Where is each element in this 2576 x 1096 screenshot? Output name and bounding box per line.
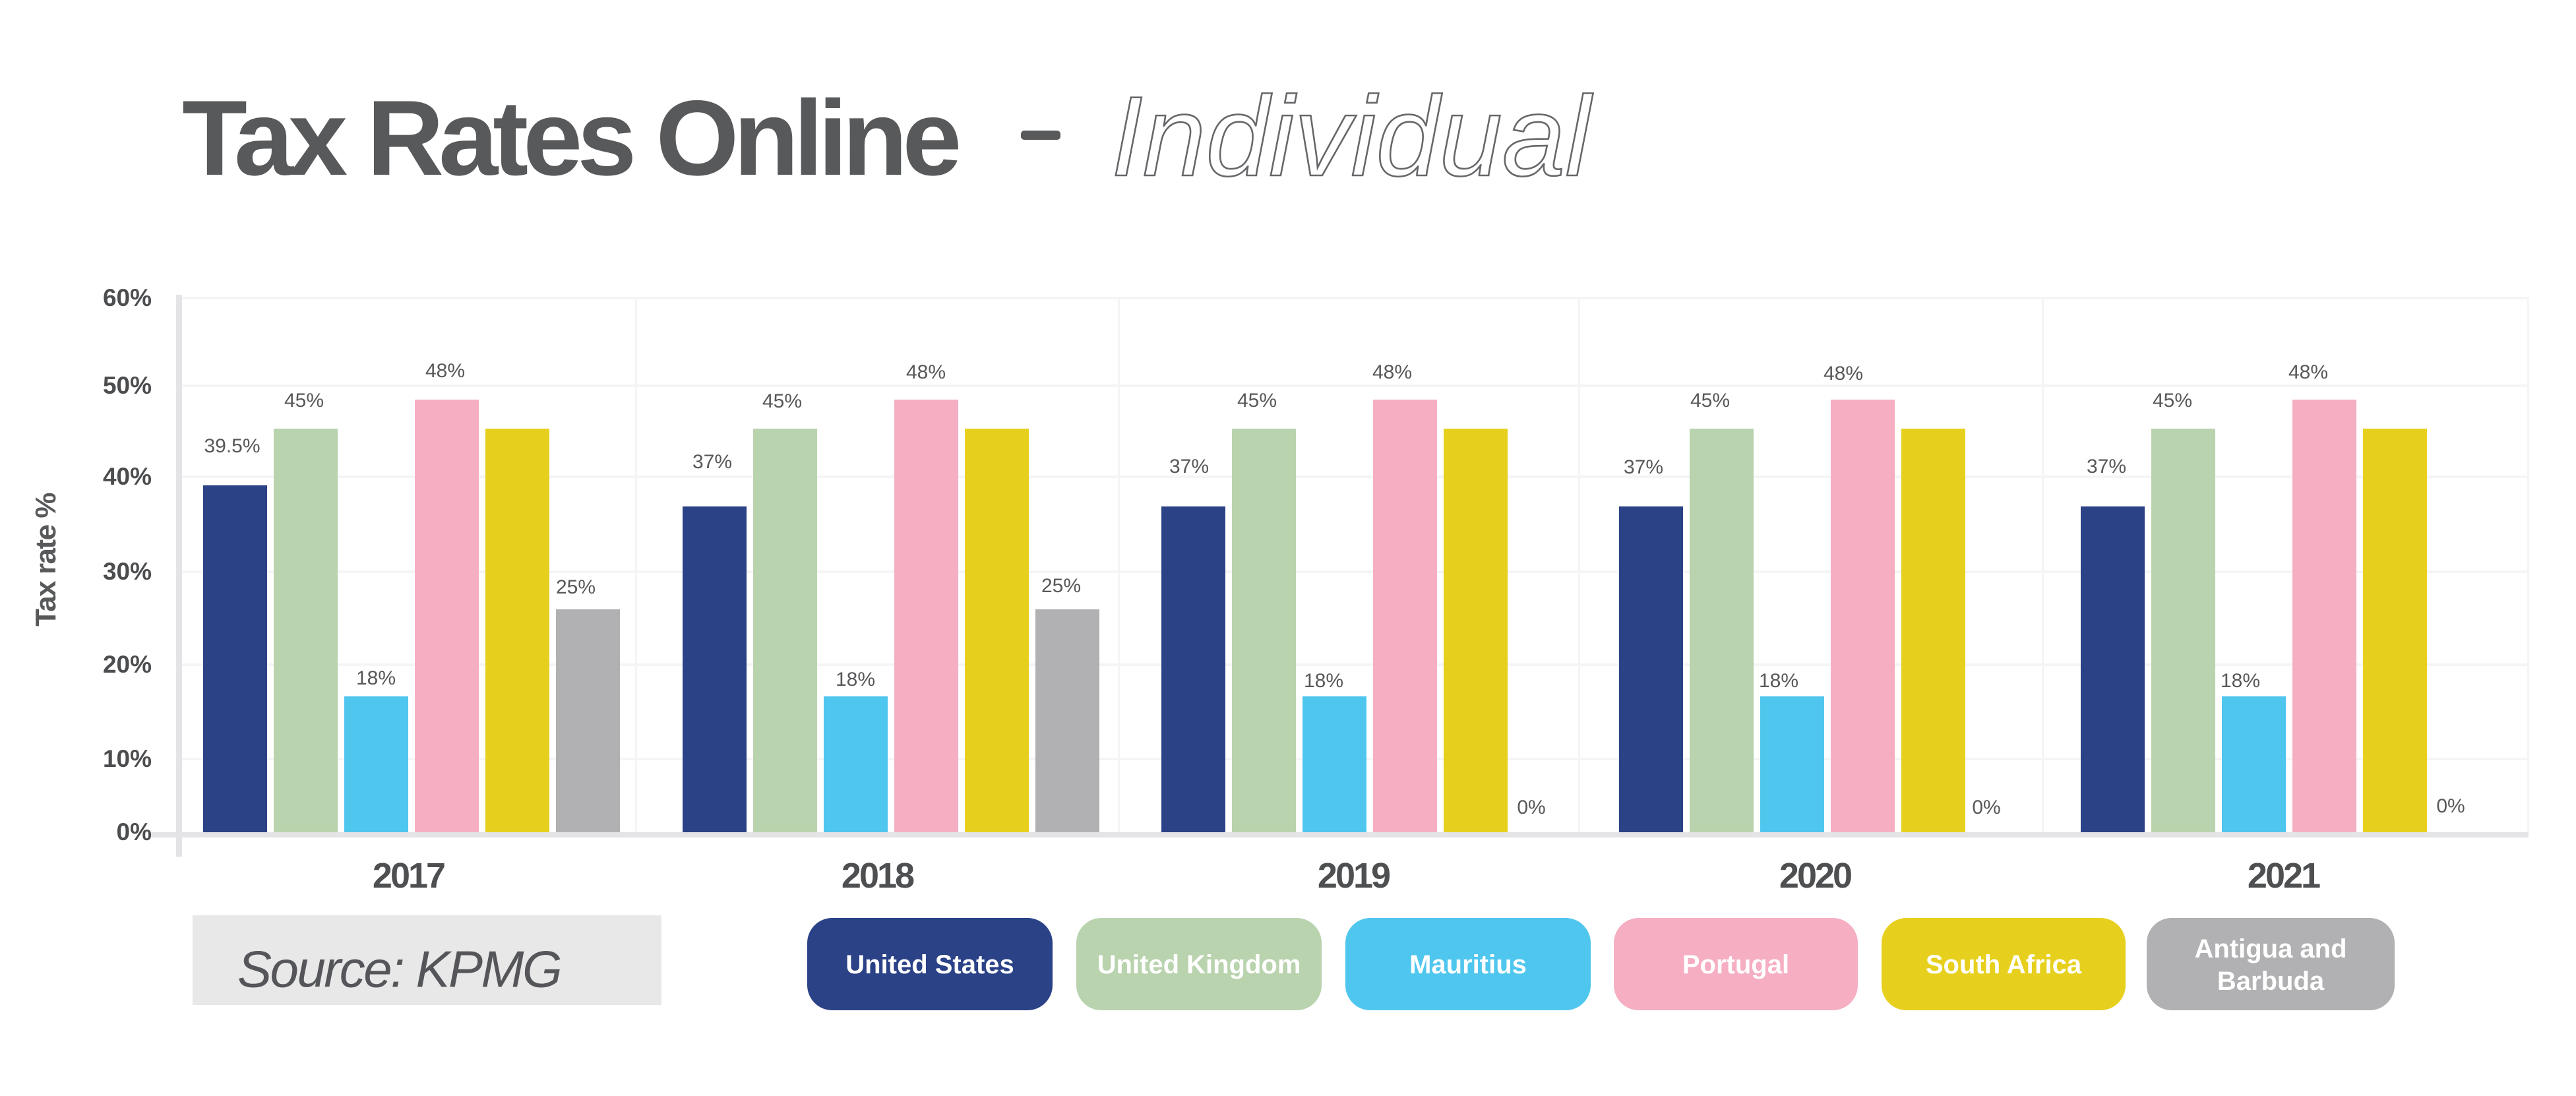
svg-text:Individual: Individual [1111, 73, 1594, 200]
